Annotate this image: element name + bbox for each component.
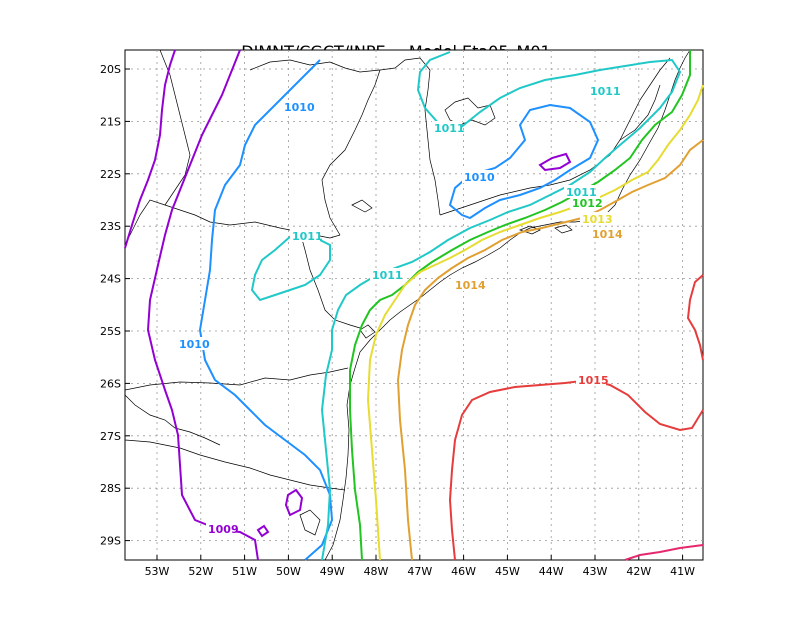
- state-border: [249, 59, 381, 73]
- latitude-tick-label: 26S: [100, 377, 121, 390]
- state-border: [379, 57, 441, 216]
- longitude-labels: 53W 52W 51W 50W 49W 48W 47W 46W 45W 44W 43W 42W 41W: [145, 565, 696, 578]
- latitude-tick-label: 22S: [100, 168, 121, 181]
- latitude-tick-label: 25S: [100, 325, 121, 338]
- latitude-tick-label: 29S: [100, 535, 121, 548]
- label-1012: 1012: [572, 197, 603, 210]
- longitude-tick-label: 48W: [364, 565, 389, 578]
- state-border: [619, 84, 661, 141]
- label-1011: 1011: [292, 230, 323, 243]
- lagoon-outline: [299, 509, 321, 536]
- isobar-1016: [624, 544, 704, 561]
- longitude-tick-label: 43W: [583, 565, 608, 578]
- state-border: [299, 231, 361, 329]
- state-border: [124, 439, 346, 491]
- label-1011: 1011: [590, 85, 621, 98]
- longitude-tick-label: 46W: [451, 565, 476, 578]
- label-1013: 1013: [582, 213, 613, 226]
- longitude-tick-label: 45W: [495, 565, 520, 578]
- label-1010: 1010: [284, 101, 315, 114]
- isobar-1009-cell: [284, 488, 304, 517]
- latitude-tick-label: 20S: [100, 63, 121, 76]
- isobar-1014: [396, 139, 704, 561]
- isobar-1009-cell: [256, 524, 270, 538]
- latitude-labels: 20S 21S 22S 23S 24S 25S 26S 27S 28S 29S: [100, 63, 121, 548]
- isobar-1010: [198, 59, 334, 561]
- longitude-tick-label: 49W: [320, 565, 345, 578]
- isobar-1011-cell: [250, 233, 331, 302]
- longitude-tick-label: 41W: [670, 565, 695, 578]
- atlantic-coastline: [324, 49, 691, 561]
- label-1014: 1014: [592, 228, 623, 241]
- state-border: [159, 49, 191, 206]
- latitude-tick-label: 23S: [100, 220, 121, 233]
- isobar-1012: [349, 50, 691, 561]
- isobar-1011: [320, 51, 682, 561]
- isobar-contours: [124, 49, 704, 561]
- isobar-1013: [366, 84, 704, 561]
- isobar-1009-cell: [538, 152, 572, 172]
- bay-outline: [359, 324, 376, 339]
- isobar-1009: [124, 49, 176, 249]
- isobar-1009: [146, 49, 259, 561]
- isobar-1015: [686, 274, 704, 361]
- label-1011: 1011: [372, 269, 403, 282]
- latitude-tick-label: 21S: [100, 115, 121, 128]
- longitude-tick-label: 44W: [539, 565, 564, 578]
- label-1011: 1011: [434, 122, 465, 135]
- island-outline: [518, 225, 541, 235]
- isobar-1015: [448, 378, 704, 561]
- label-1010: 1010: [464, 171, 495, 184]
- label-1014: 1014: [455, 279, 486, 292]
- label-1011: 1011: [566, 186, 597, 199]
- longitude-tick-label: 42W: [626, 565, 651, 578]
- graticule-grid: [125, 50, 703, 560]
- longitude-tick-label: 51W: [232, 565, 257, 578]
- longitude-tick-label: 50W: [276, 565, 301, 578]
- contour-labels: 1010 1011 1011 1010 1011 1012 1013 1014 …: [177, 84, 623, 536]
- state-border: [124, 367, 349, 391]
- state-border: [124, 394, 221, 446]
- label-1015: 1015: [578, 374, 609, 387]
- label-1010: 1010: [179, 338, 210, 351]
- label-1009: 1009: [208, 523, 239, 536]
- latitude-tick-label: 27S: [100, 430, 121, 443]
- latitude-tick-label: 24S: [100, 273, 121, 286]
- longitude-tick-label: 47W: [407, 565, 432, 578]
- longitude-tick-label: 52W: [188, 565, 213, 578]
- latitude-tick-label: 28S: [100, 482, 121, 495]
- state-border: [321, 69, 381, 236]
- longitude-tick-label: 53W: [145, 565, 170, 578]
- lake-outline: [351, 199, 373, 213]
- island-outline: [554, 224, 573, 234]
